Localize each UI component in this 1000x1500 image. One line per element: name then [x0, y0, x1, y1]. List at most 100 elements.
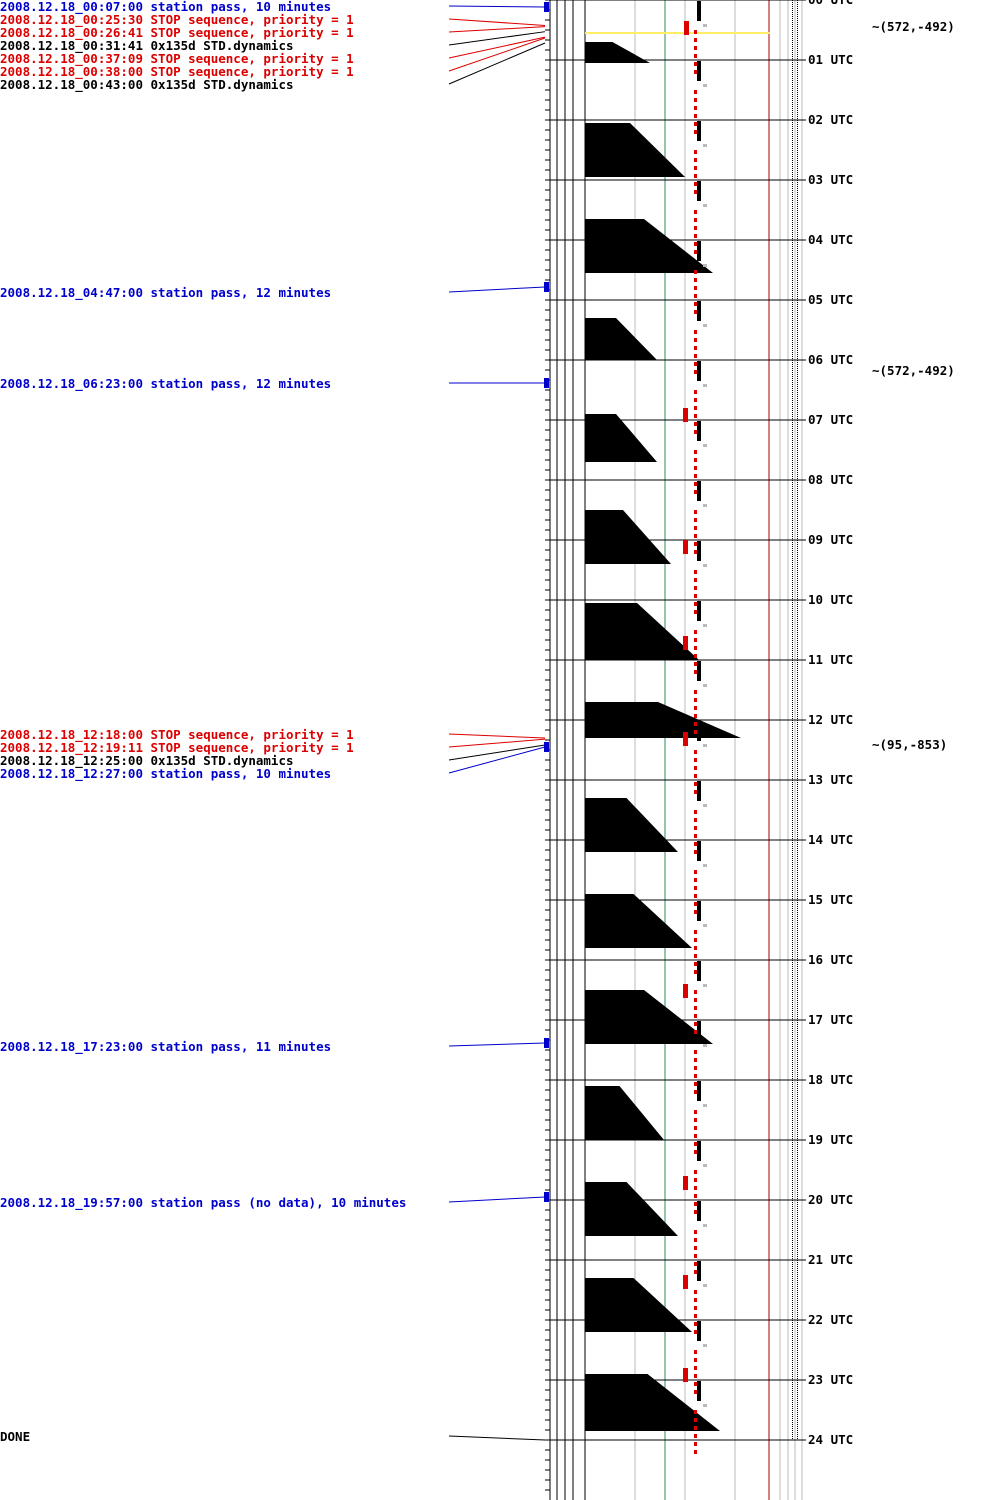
dot	[797, 16, 798, 17]
dot	[792, 248, 793, 249]
dot	[797, 996, 798, 997]
dot	[792, 526, 793, 527]
dot	[792, 1026, 793, 1027]
dot	[792, 1360, 793, 1361]
dot	[797, 1190, 798, 1191]
dot	[792, 788, 793, 789]
dot	[797, 330, 798, 331]
gray-tick	[703, 84, 707, 87]
dot	[797, 1232, 798, 1233]
dot	[797, 128, 798, 129]
dot	[792, 774, 793, 775]
dot	[797, 490, 798, 491]
dot	[792, 626, 793, 627]
dot	[792, 766, 793, 767]
red-dash	[694, 490, 697, 494]
dot	[792, 568, 793, 569]
dot	[792, 606, 793, 607]
dot	[792, 1372, 793, 1373]
dot	[792, 1002, 793, 1003]
dot	[792, 506, 793, 507]
dot	[792, 1408, 793, 1409]
dot	[792, 278, 793, 279]
dot	[792, 238, 793, 239]
dot	[792, 588, 793, 589]
dot	[797, 68, 798, 69]
event-stop-label: 2008.12.18_00:38:00 STOP sequence, prior…	[0, 64, 354, 79]
dot	[792, 30, 793, 31]
dot	[797, 80, 798, 81]
dot	[797, 30, 798, 31]
dot	[792, 304, 793, 305]
dot	[797, 336, 798, 337]
dot	[792, 1300, 793, 1301]
dot	[797, 676, 798, 677]
dot	[792, 1264, 793, 1265]
dot	[792, 566, 793, 567]
marker	[697, 241, 701, 261]
dot	[792, 1246, 793, 1247]
dot	[797, 1066, 798, 1067]
dot	[792, 1220, 793, 1221]
dot	[792, 78, 793, 79]
red-dash	[694, 1390, 697, 1394]
dot	[797, 598, 798, 599]
dot	[797, 580, 798, 581]
dot	[792, 770, 793, 771]
dot	[797, 312, 798, 313]
dot	[797, 44, 798, 45]
dot	[797, 1438, 798, 1439]
dot	[792, 324, 793, 325]
dot	[792, 1236, 793, 1237]
dot	[792, 144, 793, 145]
dot	[797, 1118, 798, 1119]
dot	[792, 1012, 793, 1013]
dot	[792, 598, 793, 599]
dot	[797, 902, 798, 903]
dot	[792, 370, 793, 371]
dot	[797, 1074, 798, 1075]
dot	[792, 1254, 793, 1255]
dot	[792, 28, 793, 29]
dot	[792, 1120, 793, 1121]
dot	[792, 1358, 793, 1359]
dot	[792, 1324, 793, 1325]
dot	[792, 288, 793, 289]
dot	[792, 760, 793, 761]
dot	[792, 340, 793, 341]
event-stop-label: 2008.12.18_00:26:41 STOP sequence, prior…	[0, 25, 354, 40]
dot	[797, 1248, 798, 1249]
dot	[797, 1114, 798, 1115]
dot	[797, 1198, 798, 1199]
dot	[792, 164, 793, 165]
dot	[792, 1210, 793, 1211]
dot	[797, 1288, 798, 1289]
dot	[792, 998, 793, 999]
dot	[797, 118, 798, 119]
marker	[697, 1381, 701, 1401]
dot	[797, 1290, 798, 1291]
dot	[792, 446, 793, 447]
dot	[797, 918, 798, 919]
dot	[792, 464, 793, 465]
dot	[797, 512, 798, 513]
dot	[797, 190, 798, 191]
dot	[797, 460, 798, 461]
dot	[797, 590, 798, 591]
gray-tick	[703, 504, 707, 507]
dot	[797, 344, 798, 345]
dot	[792, 1036, 793, 1037]
dot	[792, 552, 793, 553]
dot	[792, 24, 793, 25]
dot	[792, 1370, 793, 1371]
dot	[792, 468, 793, 469]
dot	[792, 390, 793, 391]
dot	[797, 1124, 798, 1125]
dot	[797, 762, 798, 763]
dot	[792, 856, 793, 857]
dot	[792, 36, 793, 37]
dot	[792, 1248, 793, 1249]
dot	[797, 342, 798, 343]
event-stop-label: 2008.12.18_00:37:09 STOP sequence, prior…	[0, 51, 354, 66]
dot	[792, 964, 793, 965]
